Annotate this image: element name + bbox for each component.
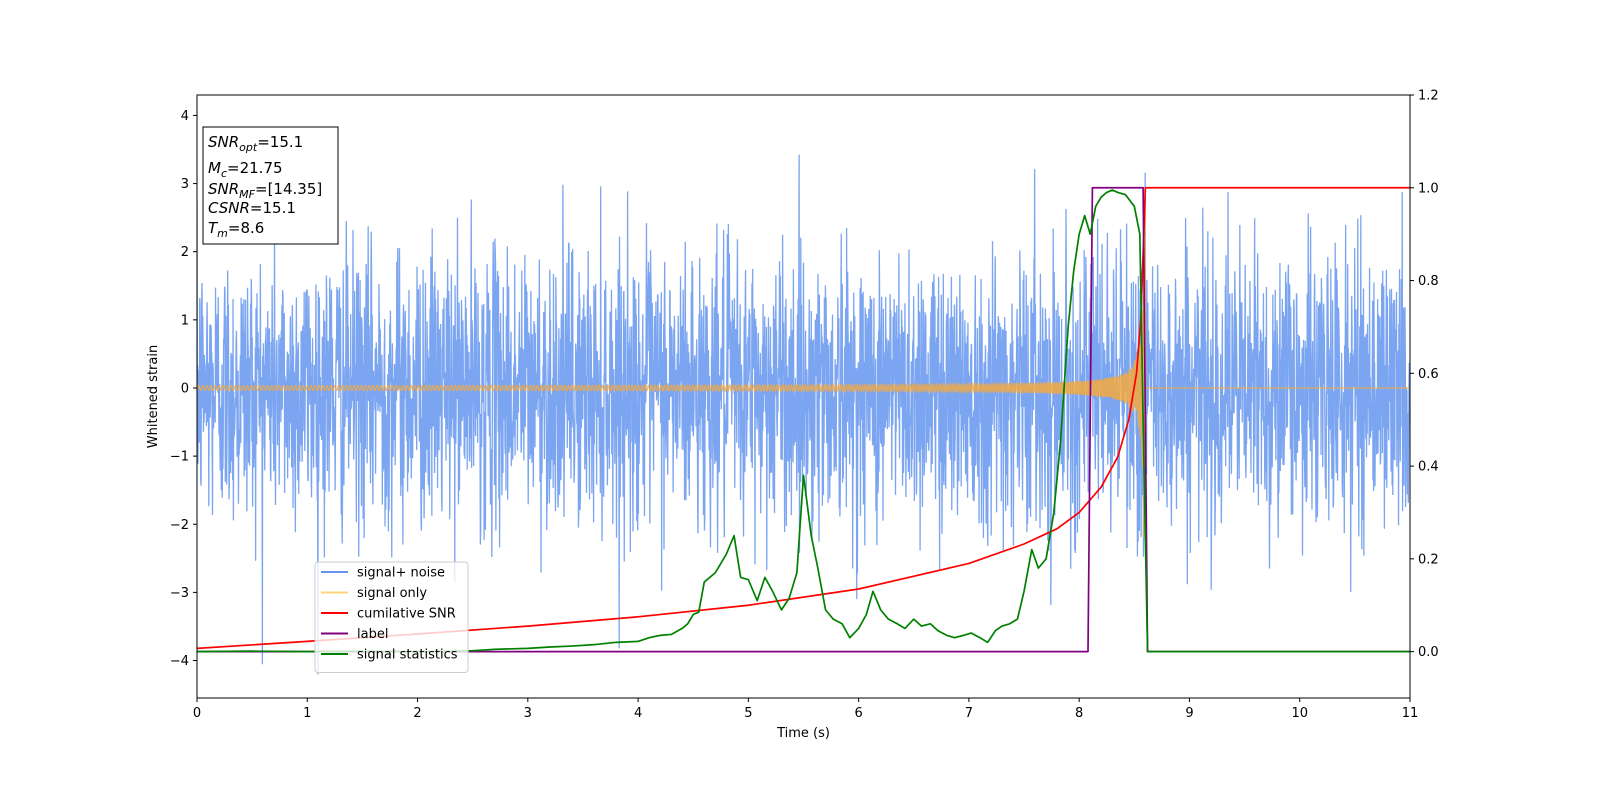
legend: signal+ noise signal only cumilative SNR la…: [314, 561, 469, 673]
info-line: CSNR=15.1: [208, 199, 296, 217]
info-box-frame: [202, 126, 339, 245]
series-signal-only-line: [197, 197, 1410, 538]
y2-tick-label: 0.6: [1418, 367, 1439, 382]
series-cumulative-snr-line: [197, 186, 1410, 650]
legend-label: cumilative SNR: [357, 607, 456, 622]
info-line: SNRopt=15.1: [208, 133, 303, 154]
y2-tick-label: 1.0: [1418, 181, 1439, 196]
y2-tick-label: 0.2: [1418, 552, 1439, 567]
y-tick-label: 2: [181, 245, 189, 260]
y-axis-left: −4 −3 −2 −1 0 1 2 3 4: [170, 109, 197, 669]
y-tick-label: 4: [181, 109, 189, 124]
legend-frame: [314, 561, 469, 673]
x-tick-label: 11: [1402, 706, 1419, 721]
x-tick-label: 6: [854, 706, 862, 721]
info-annotation-box: SNRopt=15.1 Mc=21.75SNRMF=[14.35]CSNR=15.…: [202, 126, 339, 245]
y2-tick-label: 0.0: [1418, 645, 1439, 660]
x-tick-label: 9: [1185, 706, 1193, 721]
x-tick-label: 2: [413, 706, 421, 721]
y-tick-label: −4: [170, 654, 189, 669]
series-signal-noise-line: [197, 154, 1410, 675]
y-tick-label: −1: [170, 450, 189, 465]
y-tick-label: 1: [181, 313, 189, 328]
x-tick-label: 1: [303, 706, 311, 721]
legend-label: signal only: [357, 586, 427, 601]
y-tick-label: −2: [170, 518, 189, 533]
series-layer: [197, 154, 1410, 675]
info-line: Mc=21.75: [208, 159, 283, 180]
x-tick-label: 5: [744, 706, 752, 721]
x-tick-label: 0: [193, 706, 201, 721]
info-line: SNRMF=[14.35]: [208, 180, 322, 201]
x-axis: 0 1 2 3 4 5 6 7 8 9 10 11: [193, 698, 1418, 721]
series-signal-statistics-line: [197, 189, 1410, 653]
y2-tick-label: 0.4: [1418, 460, 1439, 475]
y2-tick-label: 0.8: [1418, 274, 1439, 289]
x-tick-label: 10: [1291, 706, 1308, 721]
x-tick-label: 4: [634, 706, 642, 721]
legend-label: signal+ noise: [357, 566, 445, 581]
y-axis-label: Whitened strain: [146, 345, 161, 448]
x-tick-label: 8: [1075, 706, 1083, 721]
legend-label: label: [357, 627, 388, 642]
y-tick-label: 3: [181, 177, 189, 192]
y-axis-right: 0.0 0.2 0.4 0.6 0.8 1.0 1.2: [1410, 89, 1439, 660]
axes-frame: [196, 94, 1411, 699]
y-tick-label: −3: [170, 586, 189, 601]
x-axis-label: Time (s): [776, 726, 830, 741]
x-tick-label: 7: [965, 706, 973, 721]
legend-label: signal statistics: [357, 648, 458, 663]
info-line: Tm=8.6: [208, 219, 264, 240]
y2-tick-label: 1.2: [1418, 89, 1439, 104]
x-tick-label: 3: [524, 706, 532, 721]
y-tick-label: 0: [181, 381, 189, 396]
